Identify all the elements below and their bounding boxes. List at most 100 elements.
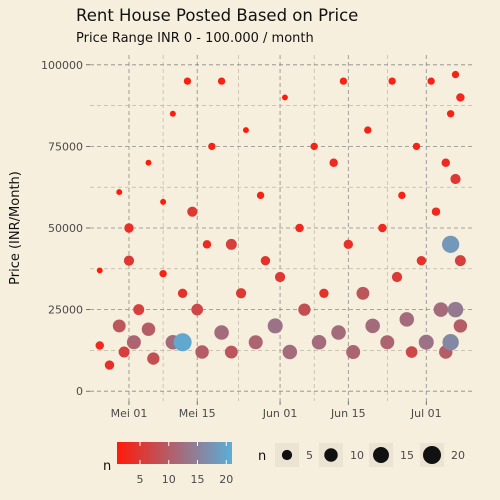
data-point — [442, 334, 459, 351]
data-point — [398, 191, 406, 200]
data-point — [346, 345, 361, 360]
data-point — [96, 267, 103, 274]
data-point — [95, 341, 104, 350]
data-point — [416, 255, 427, 266]
color-legend: 5 10 15 20 — [137, 442, 233, 486]
data-point — [242, 127, 249, 134]
color-legend-title: n — [103, 459, 111, 474]
data-point — [442, 235, 460, 253]
size-legend-dot — [422, 445, 442, 465]
data-point — [169, 110, 176, 117]
data-point — [248, 335, 263, 350]
data-point — [447, 301, 464, 318]
data-point — [388, 77, 396, 85]
data-point — [319, 288, 329, 298]
data-point — [295, 223, 304, 233]
data-point — [160, 198, 167, 205]
chart-title: Rent House Posted Based on Price — [76, 6, 359, 25]
y-axis: 0 25000 50000 75000 100000 — [41, 59, 90, 398]
data-point — [356, 286, 370, 300]
y-tick-label: 50000 — [48, 222, 83, 235]
data-point — [141, 322, 156, 336]
data-point — [412, 142, 421, 151]
color-legend-bar — [117, 442, 232, 464]
size-legend-label: 5 — [306, 449, 313, 462]
data-point — [456, 93, 465, 102]
size-legend-dot — [281, 449, 293, 461]
data-point — [454, 255, 466, 267]
data-point — [331, 325, 346, 340]
color-legend-label: 20 — [219, 473, 233, 486]
data-point — [274, 271, 286, 283]
color-legend-label: 5 — [137, 473, 144, 486]
data-point — [195, 345, 209, 359]
y-tick-label: 75000 — [48, 140, 83, 153]
x-tick-label: Jun 01 — [262, 407, 298, 420]
data-point — [441, 158, 450, 167]
x-tick-label: Jul 01 — [410, 407, 442, 420]
data-point — [378, 223, 387, 233]
size-legend-title: n — [258, 449, 266, 464]
y-tick-label: 25000 — [48, 304, 83, 317]
data-point — [118, 346, 130, 358]
data-point — [225, 238, 237, 250]
data-point — [126, 335, 141, 350]
data-point — [311, 334, 327, 350]
x-tick-label: Jun 15 — [330, 407, 366, 420]
data-points — [95, 70, 468, 370]
data-point — [124, 223, 134, 233]
data-point — [133, 304, 145, 316]
size-legend-dot — [373, 447, 389, 463]
color-legend-label: 15 — [191, 473, 205, 486]
data-point — [451, 70, 460, 79]
grid-lines — [90, 55, 475, 401]
data-point — [418, 334, 434, 350]
size-legend-dot — [324, 448, 338, 462]
data-point — [183, 77, 192, 85]
data-point — [187, 206, 198, 217]
data-point — [173, 333, 192, 352]
data-point — [433, 302, 449, 317]
size-legend-label: 20 — [451, 449, 465, 462]
y-tick-label: 100000 — [41, 59, 83, 72]
data-point — [343, 239, 353, 250]
data-point — [405, 346, 418, 358]
data-point — [450, 173, 461, 185]
x-tick-label: Mei 01 — [111, 407, 148, 420]
data-point — [282, 344, 298, 360]
size-legend: 5 10 15 20 — [275, 443, 465, 467]
data-point — [431, 207, 441, 216]
y-axis-label: Price (INR/Month) — [8, 171, 23, 285]
chart-subtitle: Price Range INR 0 - 100.000 / month — [76, 31, 314, 46]
data-point — [145, 159, 152, 166]
data-point — [329, 158, 338, 167]
size-legend-label: 10 — [350, 449, 364, 462]
data-point — [453, 319, 468, 333]
data-point — [267, 318, 283, 334]
x-axis: Mei 01 Mei 15 Jun 01 Jun 15 Jul 01 — [111, 401, 442, 420]
data-point — [235, 288, 247, 299]
data-point — [224, 345, 238, 359]
data-point — [116, 189, 123, 196]
data-point — [147, 352, 160, 365]
data-point — [281, 94, 288, 101]
data-point — [202, 240, 212, 249]
data-point — [177, 288, 188, 298]
data-point — [446, 110, 455, 118]
data-point — [112, 319, 126, 333]
data-point — [364, 126, 372, 134]
data-point — [256, 191, 265, 200]
data-point — [214, 325, 229, 340]
data-point — [260, 255, 271, 266]
data-point — [310, 142, 318, 151]
y-tick-label: 0 — [76, 385, 83, 398]
data-point — [208, 142, 216, 151]
size-legend-label: 15 — [400, 449, 414, 462]
data-point — [380, 335, 395, 350]
data-point — [391, 271, 403, 283]
data-point — [104, 360, 115, 370]
data-point — [217, 77, 226, 85]
data-point — [339, 77, 348, 85]
